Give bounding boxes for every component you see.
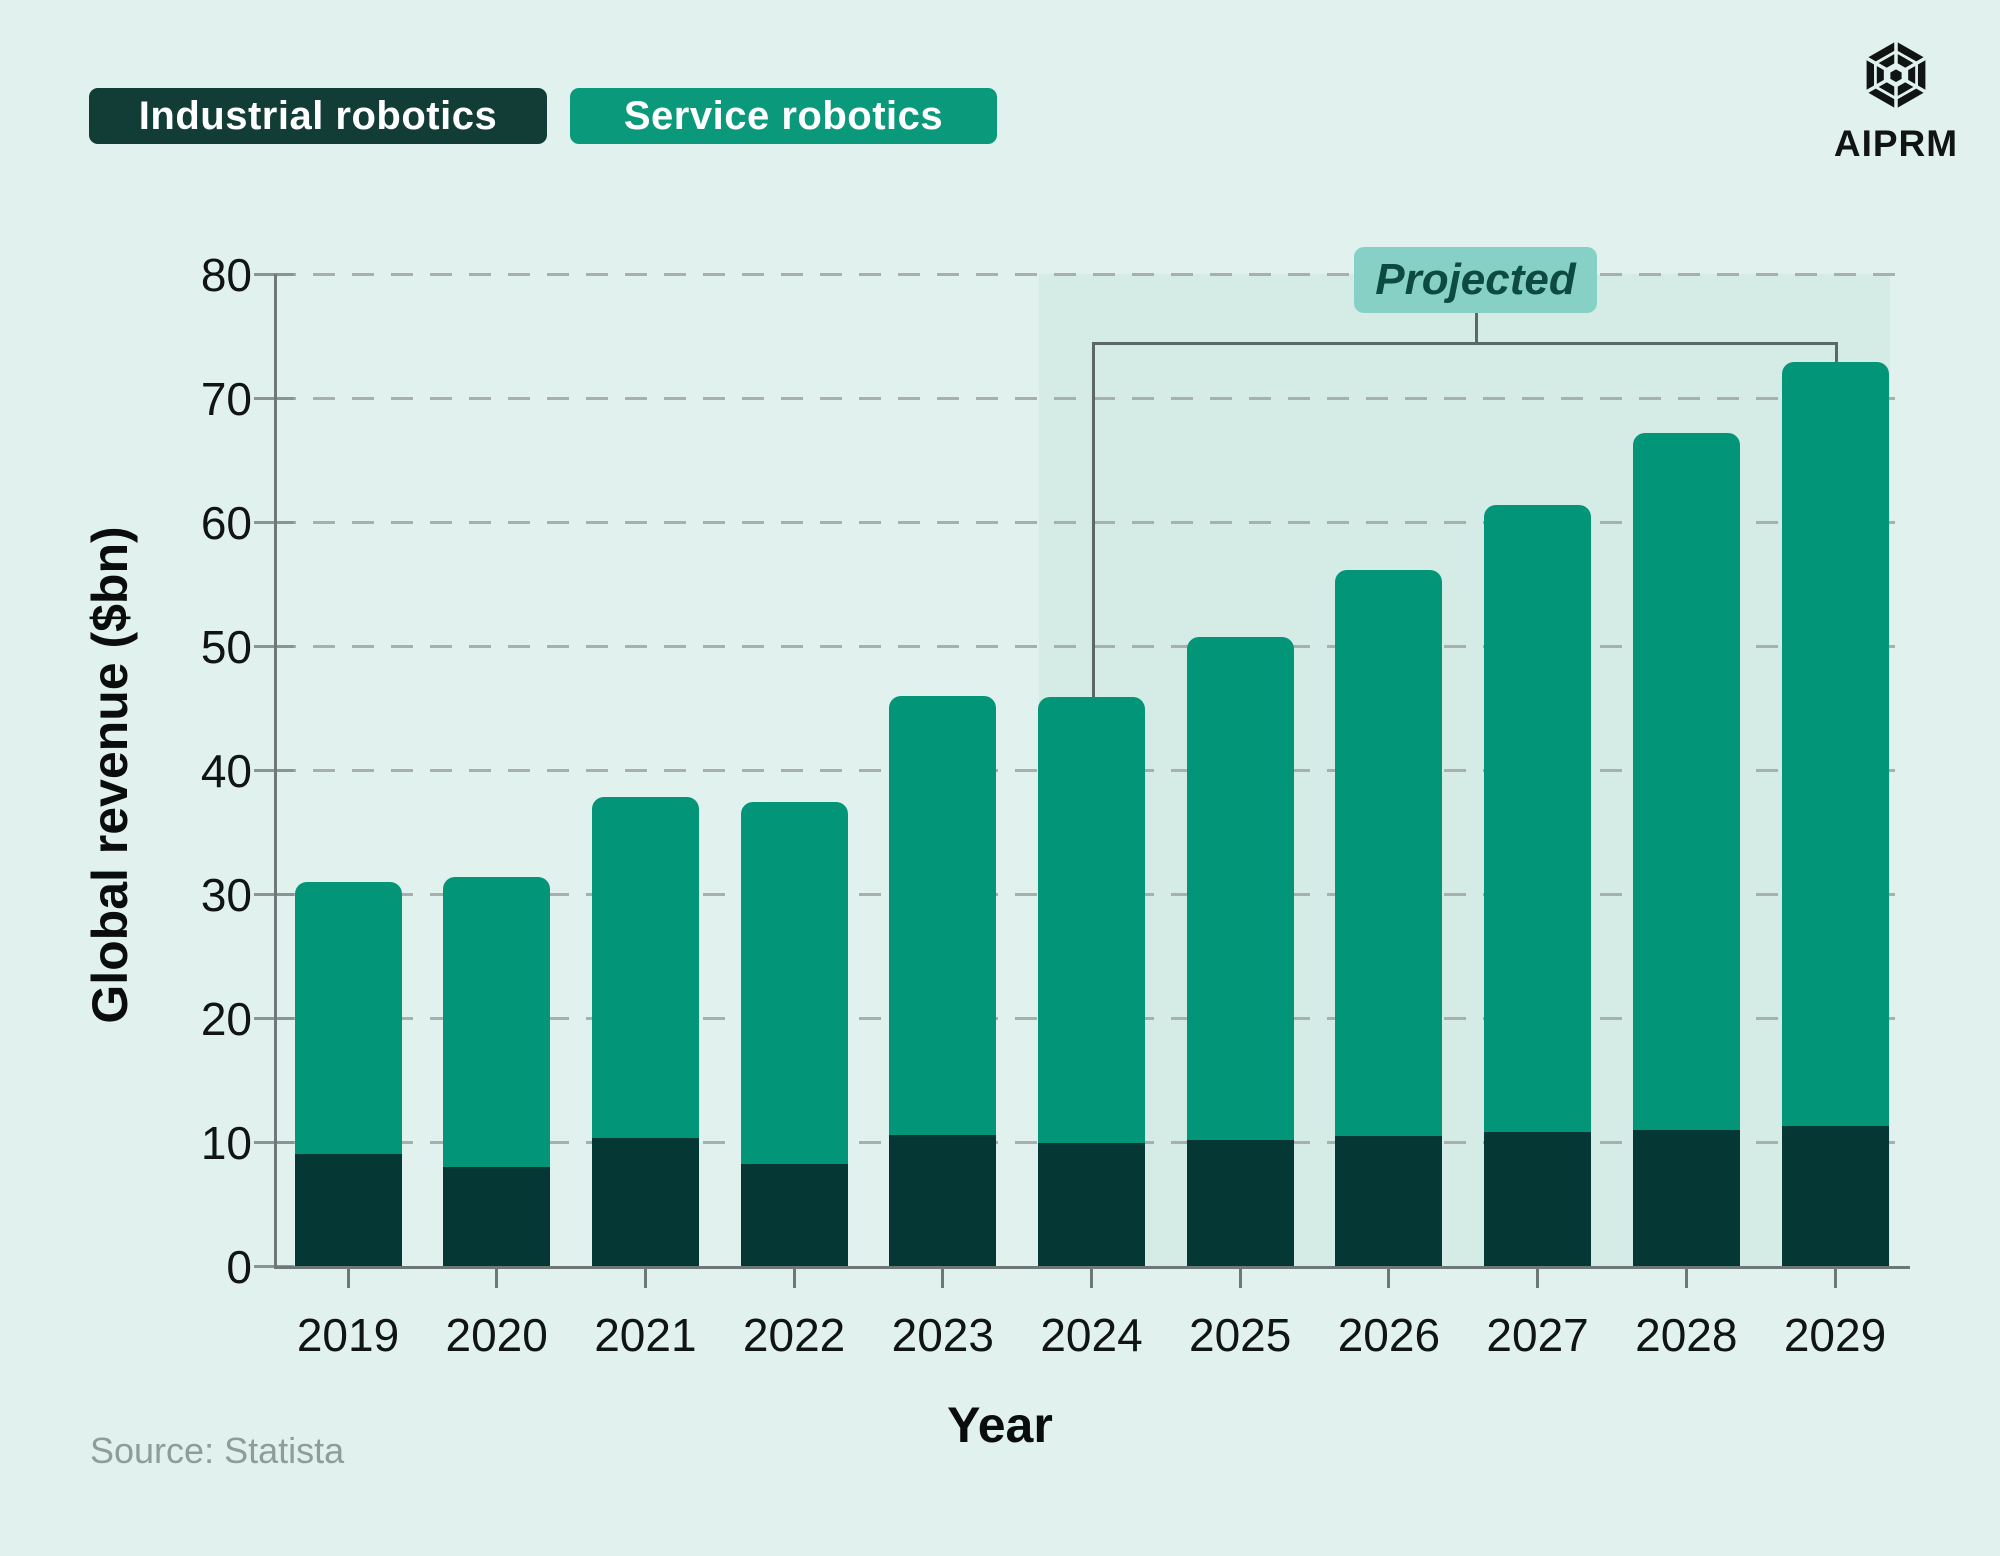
x-tick-label-2025: 2025 (1189, 1309, 1292, 1361)
x-tick-label-2026: 2026 (1337, 1309, 1441, 1361)
bar-2025 (1186, 637, 1294, 1266)
bar-2026 (1335, 570, 1443, 1266)
x-tick-2020 (495, 1266, 499, 1288)
bar-2025-industrial-segment (1186, 1139, 1294, 1266)
legend-label-industrial: Industrial robotics (138, 93, 498, 138)
y-tick-label-20: 20 (200, 993, 252, 1045)
bar-2021-service-segment (591, 797, 699, 1139)
bar-2025-service-segment (1186, 637, 1294, 1140)
y-tick-label-70: 70 (200, 373, 252, 425)
bar-2021 (591, 797, 699, 1266)
y-tick-label-40: 40 (200, 745, 252, 797)
bar-2022-service-segment (740, 802, 848, 1165)
bar-2024 (1038, 696, 1145, 1266)
x-axis-title: Year (947, 1397, 1053, 1453)
x-axis (274, 1266, 1910, 1269)
bracket-horizontal (1091, 342, 1835, 345)
bar-2022-industrial-segment (740, 1164, 848, 1266)
aiprm-logo-text: AIPRM (1833, 123, 1959, 164)
x-tick-label-2019: 2019 (296, 1309, 400, 1361)
bar-2023-industrial-segment (889, 1134, 997, 1266)
projected-label-text: Projected (1375, 255, 1576, 304)
bar-2027 (1484, 504, 1592, 1266)
bar-2028-service-segment (1632, 432, 1740, 1130)
x-tick-2026 (1387, 1266, 1391, 1288)
bar-2026-industrial-segment (1335, 1135, 1443, 1266)
bar-2029-industrial-segment (1781, 1125, 1889, 1266)
y-tick-label-0: 0 (226, 1241, 252, 1293)
x-tick-label-2028: 2028 (1635, 1309, 1738, 1361)
bar-2019-service-segment (294, 881, 402, 1155)
aiprm-logo: AIPRM (1828, 38, 1964, 165)
bar-2026-service-segment (1335, 570, 1443, 1136)
bar-2024-service-segment (1038, 696, 1145, 1144)
bar-2021-industrial-segment (591, 1138, 699, 1266)
bar-2024-industrial-segment (1038, 1143, 1145, 1266)
legend-chip-service: Service robotics (570, 88, 997, 144)
x-tick-2022 (792, 1266, 796, 1288)
y-tick-label-10: 10 (200, 1117, 252, 1169)
bar-2019-industrial-segment (294, 1154, 402, 1266)
bar-2029 (1781, 362, 1889, 1266)
y-tick-label-30: 30 (200, 869, 252, 921)
bar-2022 (740, 802, 848, 1266)
gridline-y-80 (274, 272, 1910, 276)
bar-2020 (443, 876, 551, 1266)
legend-label-service: Service robotics (623, 93, 944, 138)
bar-2028 (1632, 432, 1740, 1266)
bracket-right-drop (1835, 342, 1838, 363)
bracket-label-connector (1475, 312, 1478, 342)
x-tick-2023 (941, 1266, 945, 1288)
x-tick-label-2024: 2024 (1040, 1309, 1143, 1361)
bar-2020-industrial-segment (443, 1166, 551, 1266)
x-tick-2021 (643, 1266, 647, 1288)
y-axis-title: Global revenue ($bn) (82, 526, 138, 1024)
bar-2028-industrial-segment (1632, 1129, 1740, 1266)
bracket-left-drop (1091, 342, 1095, 697)
x-tick-label-2022: 2022 (742, 1309, 846, 1361)
bar-2019 (294, 881, 402, 1266)
legend-chip-industrial: Industrial robotics (89, 88, 547, 144)
x-tick-2028 (1684, 1266, 1688, 1288)
x-tick-label-2027: 2027 (1486, 1309, 1589, 1361)
x-tick-label-2020: 2020 (445, 1309, 548, 1361)
y-tick-label-60: 60 (200, 497, 252, 549)
x-tick-2029 (1833, 1266, 1837, 1288)
x-tick-2019 (346, 1266, 350, 1288)
projected-label: Projected (1354, 247, 1597, 313)
y-tick-label-80: 80 (200, 249, 252, 301)
bar-2027-industrial-segment (1484, 1132, 1592, 1266)
x-tick-label-2021: 2021 (594, 1309, 697, 1361)
bar-2020-service-segment (443, 876, 551, 1167)
bar-2023-service-segment (889, 695, 997, 1135)
x-tick-2024 (1090, 1266, 1093, 1288)
y-axis (274, 274, 277, 1269)
source-note: Source: Statista (90, 1430, 345, 1471)
hexagon-cube-icon (1861, 38, 1931, 117)
bar-2027-service-segment (1484, 504, 1592, 1133)
x-tick-2025 (1238, 1266, 1242, 1288)
x-tick-label-2023: 2023 (891, 1309, 994, 1361)
y-tick-label-50: 50 (200, 621, 252, 673)
bar-2023 (889, 695, 997, 1266)
x-tick-2027 (1536, 1266, 1540, 1288)
bar-2029-service-segment (1781, 362, 1889, 1126)
x-tick-label-2029: 2029 (1783, 1309, 1887, 1361)
